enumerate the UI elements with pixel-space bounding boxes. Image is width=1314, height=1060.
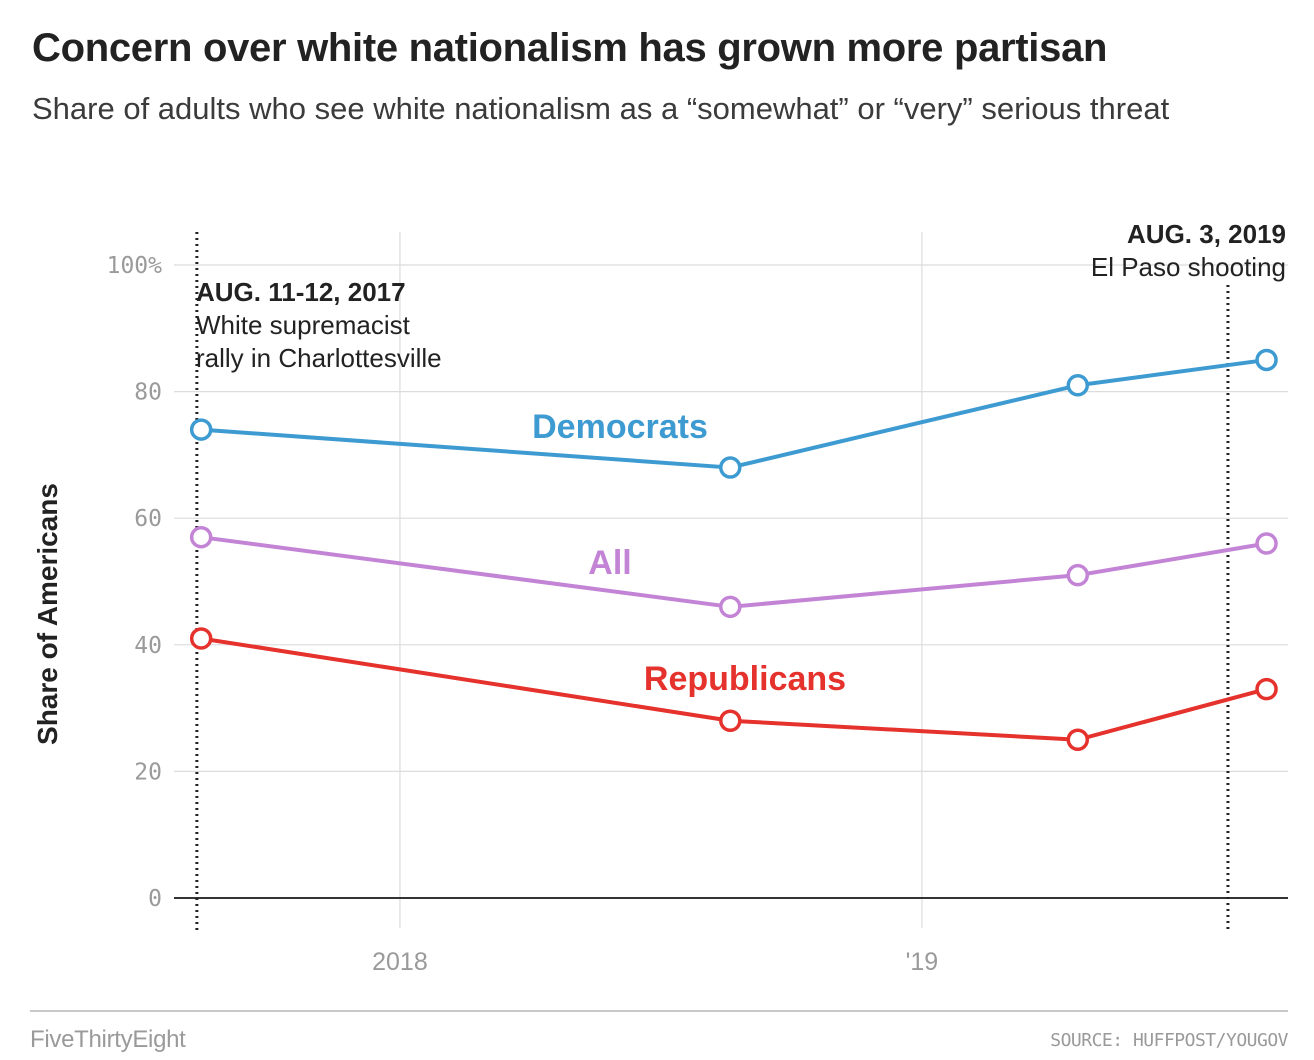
x-tick-label: '19 [906,948,939,976]
data-point [719,595,742,619]
event-heading: AUG. 3, 2019 [1127,219,1286,249]
data-point [189,525,213,549]
y-tick-label: 20 [134,759,162,785]
y-tick-label: 100% [107,253,163,279]
event-heading: AUG. 11-12, 2017 [196,277,406,307]
y-tick-label: 0 [148,886,162,912]
source-label: SOURCE: HUFFPOST/YOUGOV [1050,1030,1288,1051]
event-description: rally in Charlottesville [196,343,442,373]
series-label: All [588,544,631,582]
data-point [719,456,742,479]
data-point [1066,728,1090,751]
data-point [1255,348,1278,372]
data-point [1255,677,1278,701]
y-tick-label: 40 [134,633,162,659]
series-line [199,535,1269,609]
data-point [719,709,742,733]
y-tick-label: 60 [134,506,162,532]
chart-title: Concern over white nationalism has grown… [32,26,1108,70]
series-line [199,636,1269,742]
y-axis-label: Share of Americans [32,483,63,745]
data-point [1255,532,1278,555]
data-point [189,627,213,650]
y-tick-label: 80 [134,380,162,406]
event-description: White supremacist [196,310,411,340]
footer-divider [30,1010,1288,1012]
series-label: Democrats [532,408,708,446]
data-point [1066,563,1090,587]
chart-subtitle: Share of adults who see white nationalis… [32,91,1170,126]
event-description: El Paso shooting [1091,252,1286,282]
series-label: Republicans [644,660,846,698]
x-tick-label: 2018 [372,948,428,976]
data-point [1066,374,1090,397]
data-point [189,418,213,441]
series-line [199,357,1269,470]
brand-label: FiveThirtyEight [30,1026,186,1053]
line-chart: 0 20 40 60 80 100% 2018 '19 Share of Americans AU… [32,219,1288,976]
